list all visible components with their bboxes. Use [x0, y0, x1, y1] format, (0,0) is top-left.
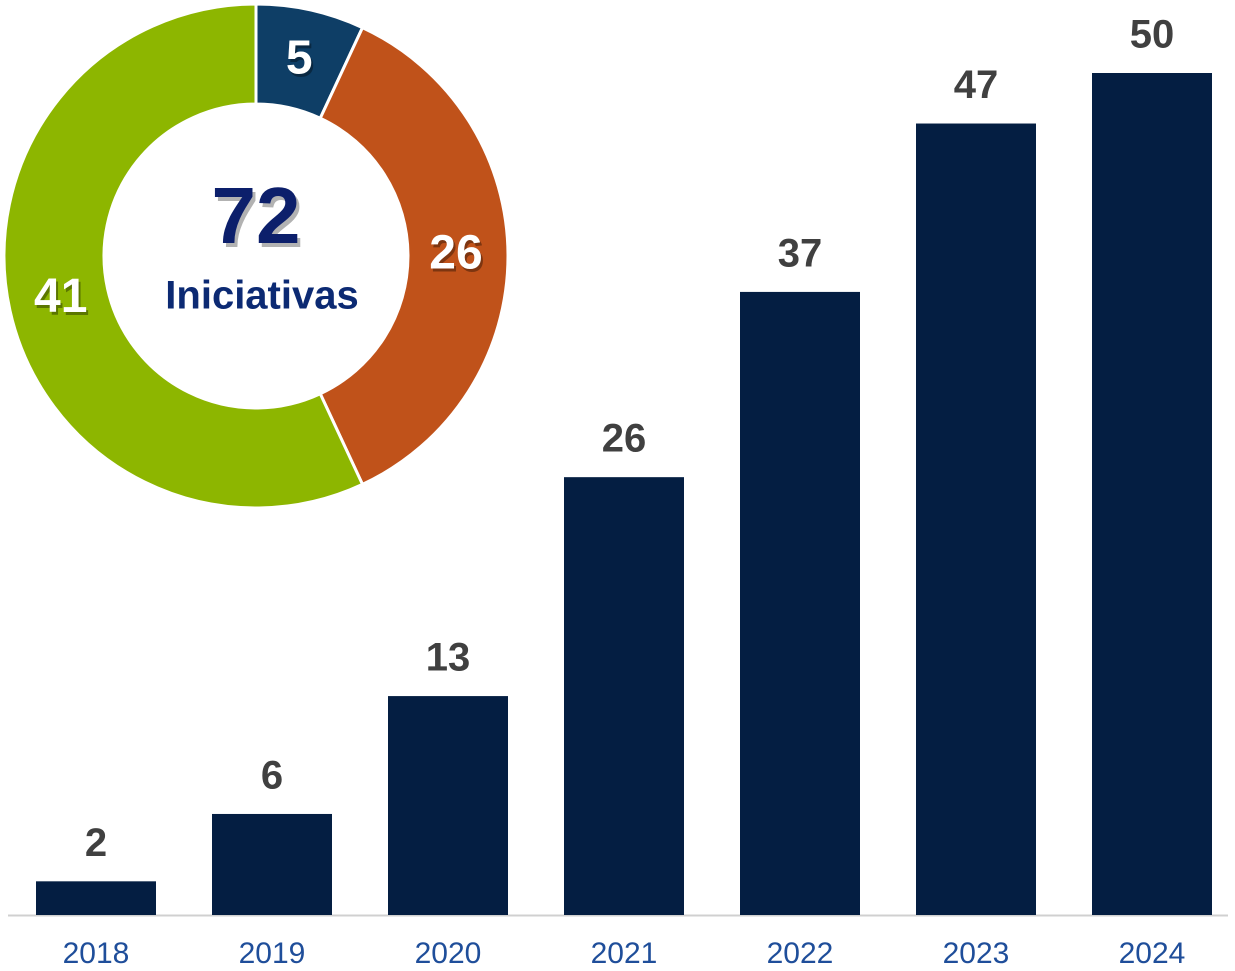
total-value-shadow: 72	[215, 175, 304, 264]
slice-label: 26	[429, 227, 482, 280]
value-label: 50	[1130, 13, 1175, 57]
value-label: 6	[261, 754, 283, 798]
total-value: 72	[212, 171, 301, 260]
value-label: 2	[85, 821, 107, 865]
value-label: 37	[778, 231, 823, 275]
value-label: 47	[954, 63, 999, 107]
value-label: 13	[426, 636, 471, 680]
x-tick-label: 2022	[767, 937, 834, 970]
x-tick-label: 2020	[415, 937, 482, 970]
bar	[916, 123, 1036, 915]
x-tick-label: 2019	[239, 937, 306, 970]
x-tick-label: 2024	[1119, 937, 1186, 970]
slice-label-shadow: 5	[288, 34, 315, 87]
slice-label: 5	[286, 31, 313, 84]
bar	[388, 696, 508, 915]
bar	[564, 477, 684, 915]
donut-slice	[318, 25, 510, 487]
bar	[1092, 73, 1212, 915]
slice-label-shadow: 41	[36, 273, 89, 326]
bar	[36, 881, 156, 915]
total-label: Iniciativas	[165, 274, 358, 318]
bar	[740, 291, 860, 915]
x-tick-label: 2023	[943, 937, 1010, 970]
donut-slice	[2, 2, 365, 510]
slice-label: 41	[34, 270, 87, 323]
bar	[212, 813, 332, 915]
x-tick-label: 2021	[591, 937, 658, 970]
x-tick-label: 2018	[63, 937, 130, 970]
slice-label-shadow: 26	[431, 230, 484, 283]
value-label: 26	[602, 417, 647, 461]
